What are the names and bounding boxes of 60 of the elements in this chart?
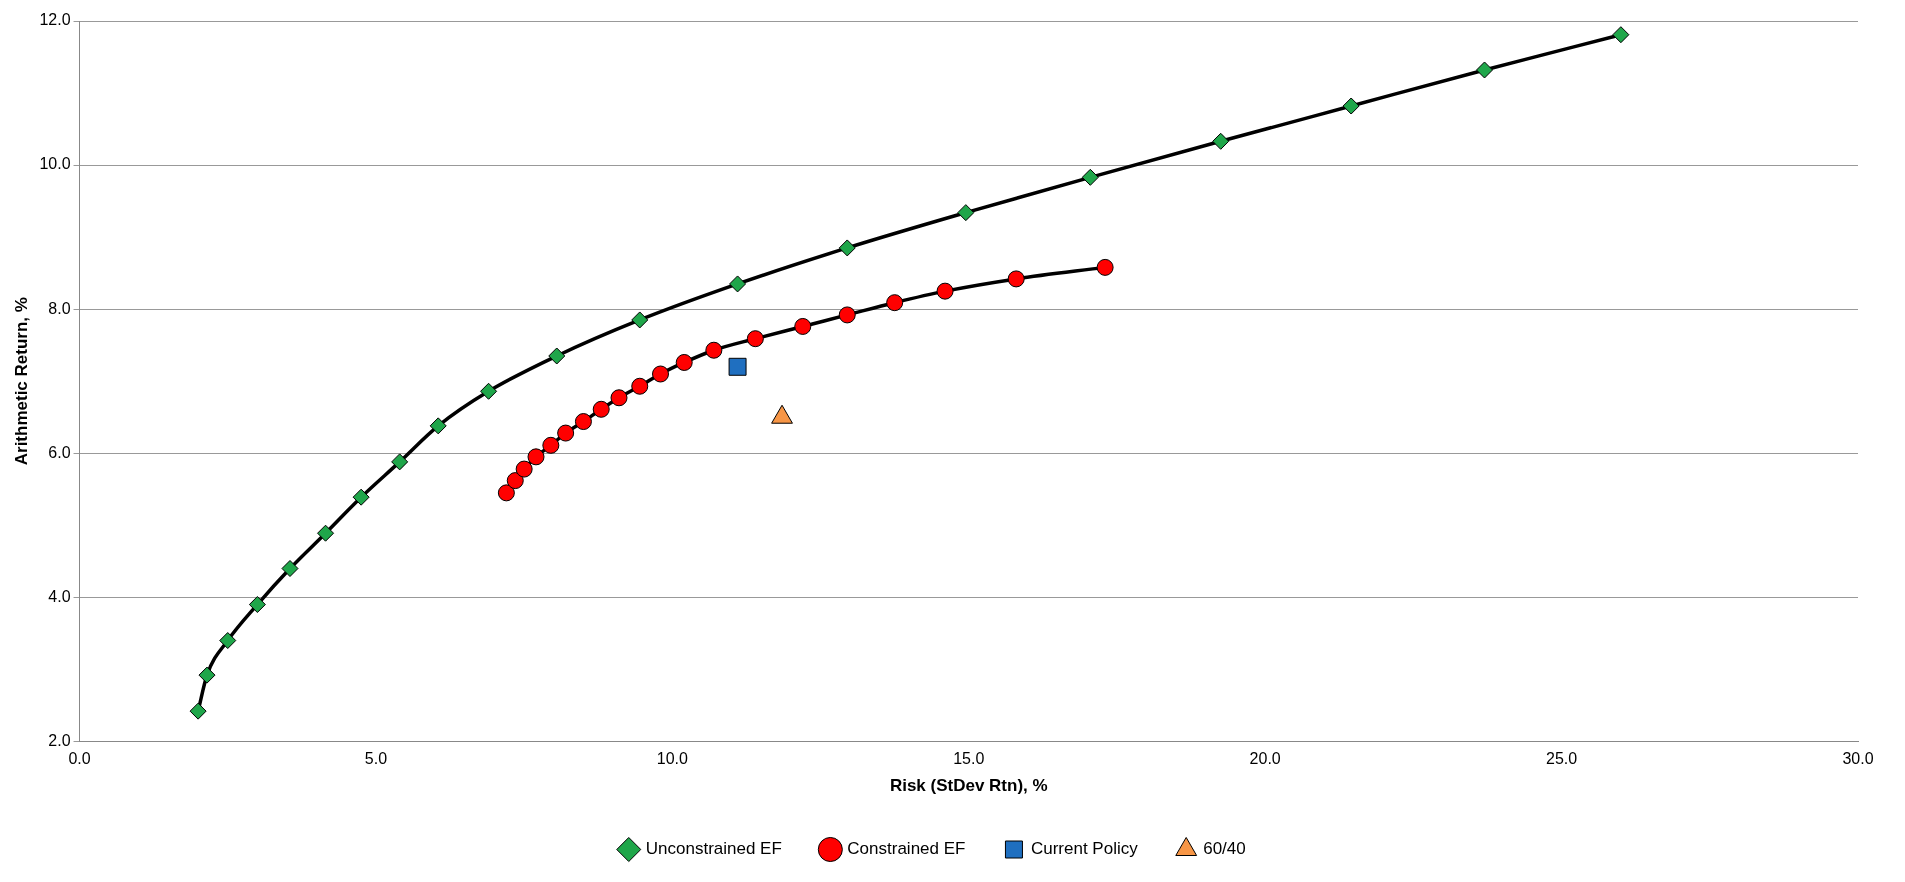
point	[838, 306, 856, 324]
x-tick-label: 10.0	[656, 750, 689, 768]
point	[1096, 258, 1114, 276]
point	[652, 365, 669, 383]
point	[729, 275, 747, 293]
point	[429, 417, 447, 435]
x-tick-label: 0.0	[68, 750, 91, 768]
point	[281, 560, 299, 577]
point	[391, 453, 409, 471]
point	[527, 448, 545, 466]
legend-label: Current Policy	[1030, 839, 1139, 859]
point	[219, 632, 237, 650]
point	[542, 436, 560, 454]
point	[248, 596, 266, 614]
y-tick-label: 10.0	[39, 155, 71, 173]
point	[198, 666, 216, 684]
point	[1212, 132, 1230, 150]
point	[631, 311, 649, 329]
x-tick-label: 20.0	[1249, 750, 1281, 768]
point	[548, 347, 566, 365]
point	[746, 330, 764, 348]
point	[794, 317, 812, 335]
point	[592, 400, 610, 418]
point	[1007, 270, 1025, 288]
y-tick-label: 4.0	[48, 587, 71, 605]
point	[936, 282, 954, 300]
y-tick-label: 6.0	[48, 443, 71, 461]
x-tick-label: 15.0	[953, 750, 985, 768]
point	[728, 357, 747, 376]
y-tick-label: 12.0	[39, 11, 71, 29]
x-axis-title: Risk (StDev Rtn), %	[889, 776, 1048, 796]
x-tick-label: 25.0	[1546, 750, 1578, 768]
y-tick-label: 8.0	[48, 299, 71, 317]
point	[631, 377, 649, 395]
point	[1612, 26, 1630, 44]
point	[1476, 61, 1494, 79]
point	[957, 204, 975, 222]
point	[1081, 168, 1099, 186]
y-tick-label: 2.0	[48, 731, 71, 749]
point	[838, 239, 856, 257]
point	[506, 472, 524, 490]
x-tick-label: 5.0	[364, 750, 388, 768]
legend-label: Constrained EF	[847, 839, 966, 859]
point	[189, 702, 207, 720]
point	[480, 382, 498, 400]
point	[675, 353, 693, 371]
point	[515, 460, 533, 478]
point	[705, 341, 723, 359]
legend-label: Unconstrained EF	[645, 839, 782, 859]
point	[886, 294, 904, 312]
point	[317, 524, 335, 542]
point	[352, 488, 370, 506]
point	[497, 484, 515, 502]
point	[610, 389, 628, 407]
point	[1342, 97, 1360, 115]
y-axis-title: Arithmetic Return, %	[11, 297, 31, 466]
point	[574, 413, 592, 431]
x-tick-label: 30.0	[1842, 750, 1874, 768]
point	[557, 424, 575, 442]
legend-label: 60/40	[1203, 839, 1246, 859]
